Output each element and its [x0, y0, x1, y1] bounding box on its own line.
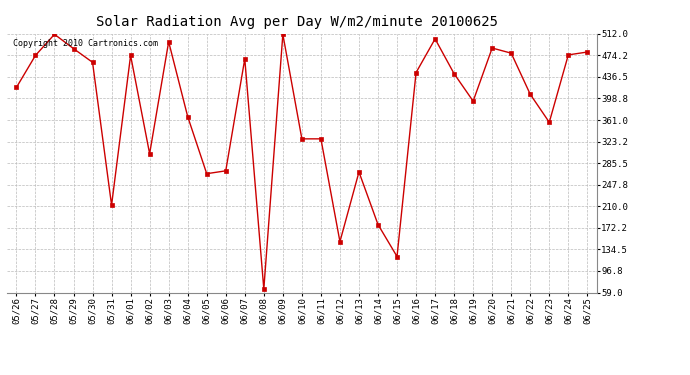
Text: Solar Radiation Avg per Day W/m2/minute 20100625: Solar Radiation Avg per Day W/m2/minute …	[96, 15, 497, 29]
Text: Copyright 2010 Cartronics.com: Copyright 2010 Cartronics.com	[13, 39, 158, 48]
